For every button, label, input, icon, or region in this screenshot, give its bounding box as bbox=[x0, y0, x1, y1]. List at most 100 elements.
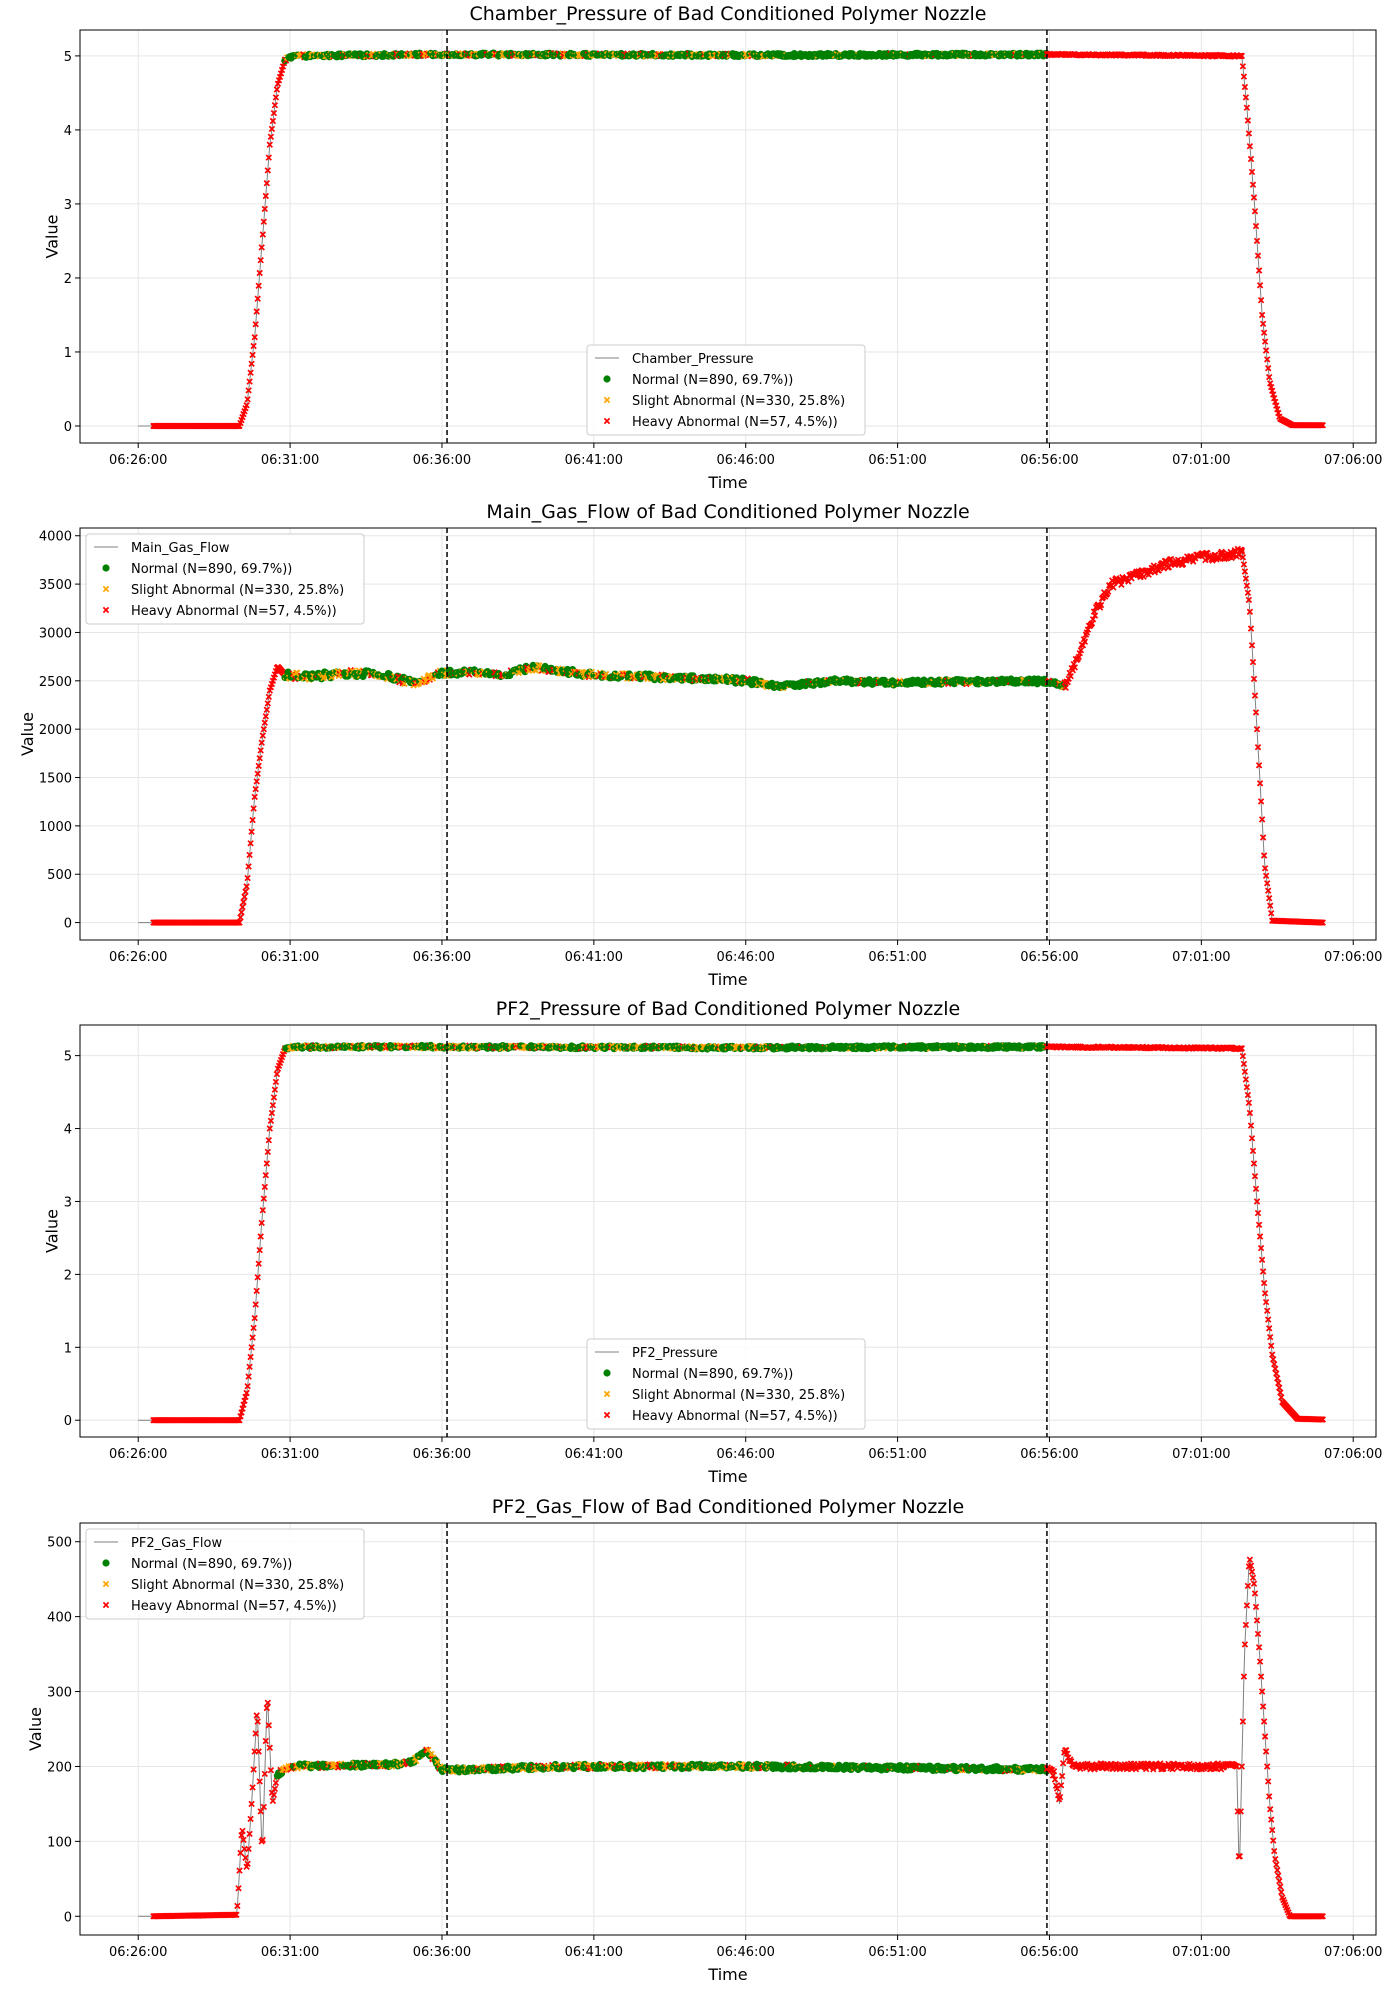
heavy-point bbox=[254, 1718, 261, 1725]
heavy-point bbox=[1247, 155, 1255, 163]
heavy-point bbox=[236, 1867, 243, 1874]
y-tick-label: 2000 bbox=[39, 723, 72, 738]
heavy-point bbox=[252, 1730, 259, 1737]
legend-normal-entry: Normal (N=890, 69.7%)) bbox=[632, 373, 793, 388]
heavy-point bbox=[1246, 608, 1254, 616]
heavy-point bbox=[1265, 1325, 1273, 1332]
heavy-point bbox=[1262, 872, 1270, 880]
legend-box bbox=[586, 344, 866, 436]
heavy-point bbox=[1245, 596, 1253, 604]
heavy-point bbox=[1081, 638, 1089, 645]
heavy-point bbox=[1250, 1160, 1258, 1167]
heavy-point bbox=[1275, 1872, 1282, 1879]
y-tick-label: 3000 bbox=[39, 626, 72, 641]
heavy-point bbox=[249, 351, 256, 359]
heavy-point bbox=[1236, 1853, 1244, 1860]
legend-line-entry: Main_Gas_Flow bbox=[131, 541, 230, 556]
heavy-point bbox=[256, 1246, 263, 1254]
y-tick-label: 1 bbox=[64, 346, 72, 361]
x-tick-label: 06:36:00 bbox=[413, 1447, 471, 1462]
heavy-point bbox=[1255, 762, 1263, 769]
heavy-point bbox=[254, 1274, 261, 1281]
x-tick-label: 06:26:00 bbox=[109, 1447, 167, 1462]
y-tick-label: 2500 bbox=[39, 675, 72, 690]
heavy-point bbox=[271, 101, 279, 109]
heavy-point bbox=[1237, 1808, 1245, 1815]
heavy-point bbox=[1252, 1603, 1260, 1611]
marker-layer bbox=[150, 49, 1327, 430]
heavy-point bbox=[262, 1737, 270, 1745]
heavy-point bbox=[1243, 1083, 1251, 1091]
heavy-point bbox=[235, 1885, 242, 1892]
y-tick-label: 0 bbox=[64, 917, 72, 932]
legend-normal-entry: Normal (N=890, 69.7%)) bbox=[131, 562, 292, 577]
heavy-point bbox=[243, 1389, 250, 1397]
heavy-point bbox=[270, 109, 278, 117]
heavy-point bbox=[1243, 1602, 1251, 1609]
heavy-point bbox=[1251, 1590, 1259, 1597]
heavy-point bbox=[1255, 267, 1263, 274]
heavy-point bbox=[267, 133, 275, 141]
heavy-point bbox=[244, 1382, 251, 1390]
heavy-point bbox=[259, 1206, 267, 1214]
heavy-point bbox=[1263, 356, 1271, 363]
heavy-point bbox=[1277, 1389, 1284, 1396]
legend-heavy-swatch bbox=[102, 606, 110, 614]
x-tick-label: 06:46:00 bbox=[717, 950, 775, 965]
heavy-point bbox=[1265, 1793, 1273, 1800]
heavy-point bbox=[243, 883, 250, 890]
heavy-point bbox=[242, 888, 249, 895]
heavy-point bbox=[254, 295, 261, 302]
heavy-point bbox=[1253, 725, 1261, 733]
heavy-point bbox=[1252, 222, 1260, 230]
heavy-point bbox=[1242, 1076, 1250, 1083]
heavy-point bbox=[1255, 1221, 1263, 1229]
legend-slight-swatch bbox=[603, 396, 611, 404]
heavy-point bbox=[1260, 852, 1268, 859]
heavy-point bbox=[264, 1699, 272, 1707]
marker-layer bbox=[150, 1556, 1327, 1920]
x-axis-label: Time bbox=[707, 473, 747, 492]
heavy-point bbox=[1253, 1198, 1261, 1205]
heavy-point bbox=[257, 1233, 264, 1240]
heavy-point bbox=[245, 1373, 252, 1380]
x-tick-label: 06:31:00 bbox=[261, 950, 319, 965]
x-tick-label: 06:41:00 bbox=[565, 950, 623, 965]
heavy-point bbox=[246, 1363, 253, 1371]
heavy-point bbox=[1245, 130, 1253, 137]
x-tick-label: 06:46:00 bbox=[717, 1447, 775, 1462]
heavy-point bbox=[1097, 601, 1105, 609]
x-tick-label: 06:46:00 bbox=[717, 453, 775, 468]
x-tick-label: 07:01:00 bbox=[1172, 453, 1230, 468]
heavy-point bbox=[233, 1911, 240, 1919]
heavy-point bbox=[1259, 1268, 1267, 1275]
x-tick-label: 06:56:00 bbox=[1020, 453, 1078, 468]
y-tick-label: 3 bbox=[64, 198, 72, 213]
heavy-point bbox=[1267, 1816, 1275, 1823]
heavy-point bbox=[1241, 1068, 1249, 1075]
heavy-point bbox=[1256, 1233, 1264, 1240]
heavy-point bbox=[1256, 780, 1264, 787]
heavy-point bbox=[260, 725, 268, 733]
chart-panel-4: 06:26:00 06:31:00 06:36:00 06:41:00 06:46:00… bbox=[26, 1496, 1382, 1984]
heavy-point bbox=[1278, 1394, 1285, 1401]
legend-heavy-swatch bbox=[603, 417, 611, 425]
heavy-point bbox=[241, 893, 248, 901]
heavy-point bbox=[1254, 1630, 1262, 1638]
heavy-point bbox=[1056, 1793, 1064, 1801]
x-tick-label: 06:31:00 bbox=[261, 1945, 319, 1960]
heavy-point bbox=[1266, 1333, 1274, 1341]
heavy-point bbox=[1238, 546, 1246, 554]
heavy-point bbox=[250, 342, 257, 350]
x-tick-label: 06:36:00 bbox=[413, 453, 471, 468]
heavy-point bbox=[1267, 1342, 1275, 1350]
legend-heavy-swatch bbox=[102, 1601, 110, 1609]
heavy-point bbox=[266, 1744, 274, 1751]
heavy-point bbox=[1276, 1877, 1283, 1885]
heavy-point bbox=[261, 719, 269, 726]
legend-box bbox=[85, 533, 365, 625]
heavy-point bbox=[264, 1148, 272, 1156]
heavy-point bbox=[1233, 1763, 1241, 1770]
heavy-point bbox=[1238, 548, 1246, 556]
heavy-point bbox=[270, 1094, 278, 1101]
